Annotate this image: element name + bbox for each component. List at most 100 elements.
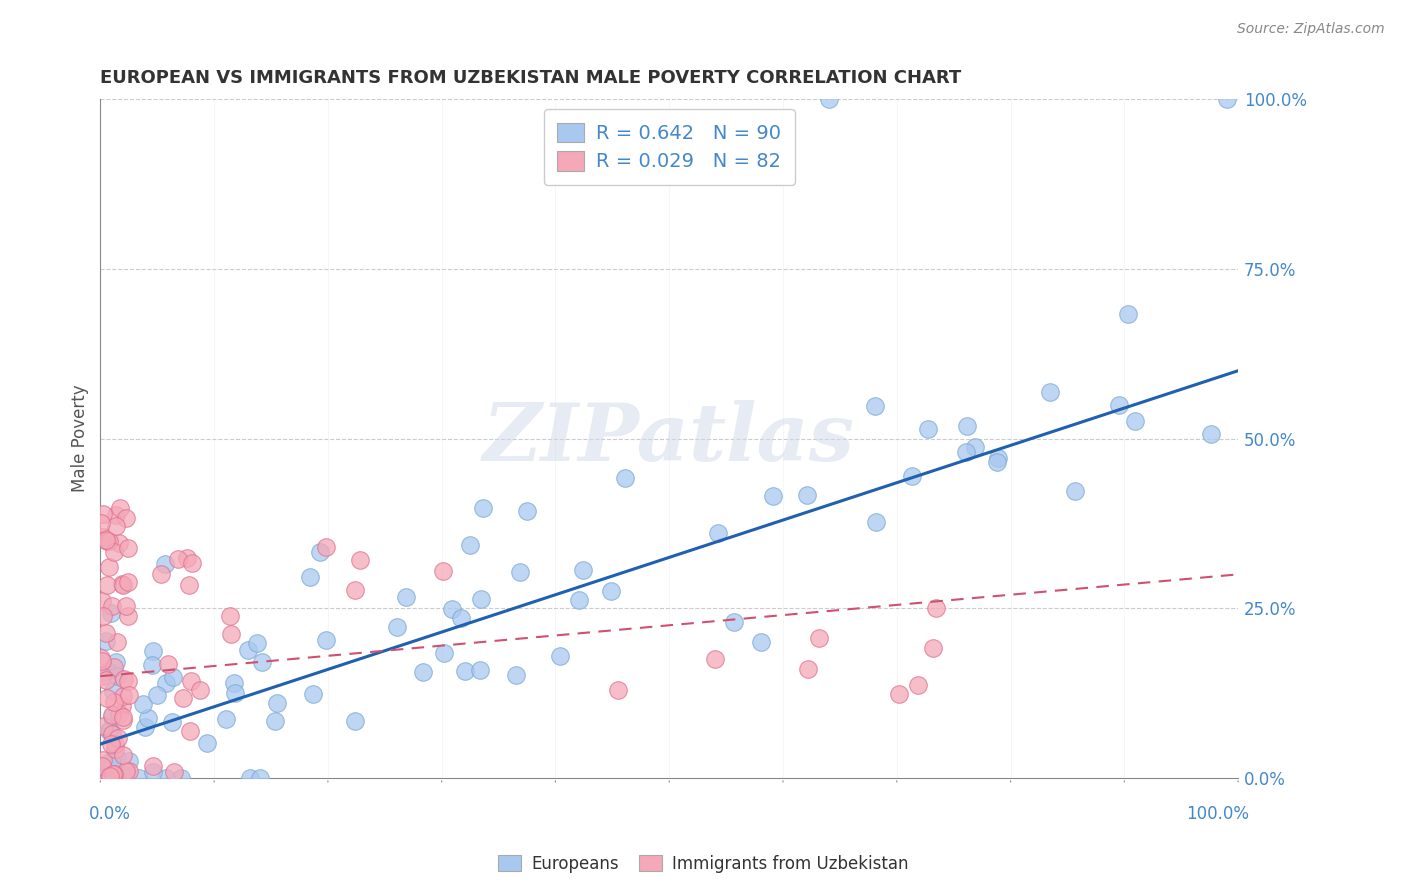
Point — [141, 658, 163, 673]
Point — [101, 727, 124, 741]
Point — [181, 556, 204, 570]
Point — [188, 682, 211, 697]
Point — [96, 533, 118, 548]
Point — [344, 582, 367, 597]
Point — [96, 691, 118, 706]
Point — [117, 674, 139, 689]
Point — [96, 534, 118, 549]
Point — [218, 609, 240, 624]
Point — [115, 599, 138, 614]
Point — [412, 665, 434, 679]
Point — [797, 661, 820, 675]
Point — [101, 599, 124, 613]
Point — [571, 563, 593, 577]
Point — [309, 545, 332, 559]
Point — [98, 724, 121, 739]
Point — [110, 501, 132, 516]
Point — [105, 634, 128, 648]
Point — [94, 673, 117, 687]
Point — [807, 632, 830, 646]
Point — [153, 557, 176, 571]
Point — [264, 714, 287, 729]
Point — [89, 516, 111, 530]
Point — [509, 566, 531, 580]
Point — [117, 608, 139, 623]
Point — [105, 668, 128, 682]
Point — [163, 764, 186, 779]
Point — [177, 578, 200, 592]
Point — [107, 731, 129, 745]
Point — [91, 594, 114, 608]
Point — [118, 764, 141, 779]
Point — [796, 488, 818, 502]
Point — [104, 518, 127, 533]
Point — [90, 669, 112, 683]
Point — [90, 650, 112, 665]
Point — [249, 771, 271, 785]
Point — [955, 419, 977, 434]
Point — [100, 737, 122, 751]
Point — [136, 710, 159, 724]
Point — [917, 422, 939, 436]
Point — [170, 771, 193, 785]
Point — [236, 643, 259, 657]
Point — [471, 501, 494, 516]
Point — [100, 606, 122, 620]
Point — [146, 688, 169, 702]
Point — [101, 707, 124, 722]
Point — [101, 756, 124, 771]
Point — [118, 688, 141, 702]
Point — [723, 615, 745, 630]
Point — [94, 626, 117, 640]
Point — [91, 609, 114, 624]
Point — [458, 538, 481, 552]
Point — [986, 454, 1008, 468]
Point — [613, 470, 636, 484]
Point — [142, 644, 165, 658]
Point — [157, 657, 180, 671]
Point — [111, 713, 134, 727]
Point — [117, 575, 139, 590]
Point — [955, 445, 977, 459]
Point — [222, 676, 245, 690]
Point — [315, 541, 337, 555]
Point — [90, 758, 112, 772]
Text: 100.0%: 100.0% — [1187, 805, 1250, 823]
Point — [110, 576, 132, 591]
Point — [749, 635, 772, 649]
Point — [505, 668, 527, 682]
Point — [98, 771, 121, 785]
Point — [93, 771, 115, 785]
Point — [315, 632, 337, 647]
Point — [516, 504, 538, 518]
Point — [112, 578, 135, 592]
Point — [1125, 414, 1147, 428]
Point — [224, 685, 246, 699]
Point — [101, 710, 124, 724]
Point — [98, 755, 121, 769]
Point — [112, 710, 135, 724]
Point — [344, 714, 367, 729]
Point — [606, 683, 628, 698]
Point — [1108, 398, 1130, 412]
Point — [863, 399, 886, 413]
Point — [180, 674, 202, 689]
Point — [101, 683, 124, 698]
Point — [172, 691, 194, 706]
Point — [96, 578, 118, 592]
Point — [104, 508, 127, 523]
Point — [150, 567, 173, 582]
Point — [103, 545, 125, 559]
Point — [96, 771, 118, 785]
Point — [90, 665, 112, 679]
Point — [97, 665, 120, 679]
Point — [907, 678, 929, 692]
Point — [1118, 307, 1140, 321]
Point — [470, 663, 492, 677]
Point — [298, 570, 321, 584]
Point — [922, 641, 945, 656]
Point — [162, 714, 184, 729]
Point — [108, 536, 131, 550]
Point — [1215, 92, 1237, 106]
Point — [965, 440, 987, 454]
